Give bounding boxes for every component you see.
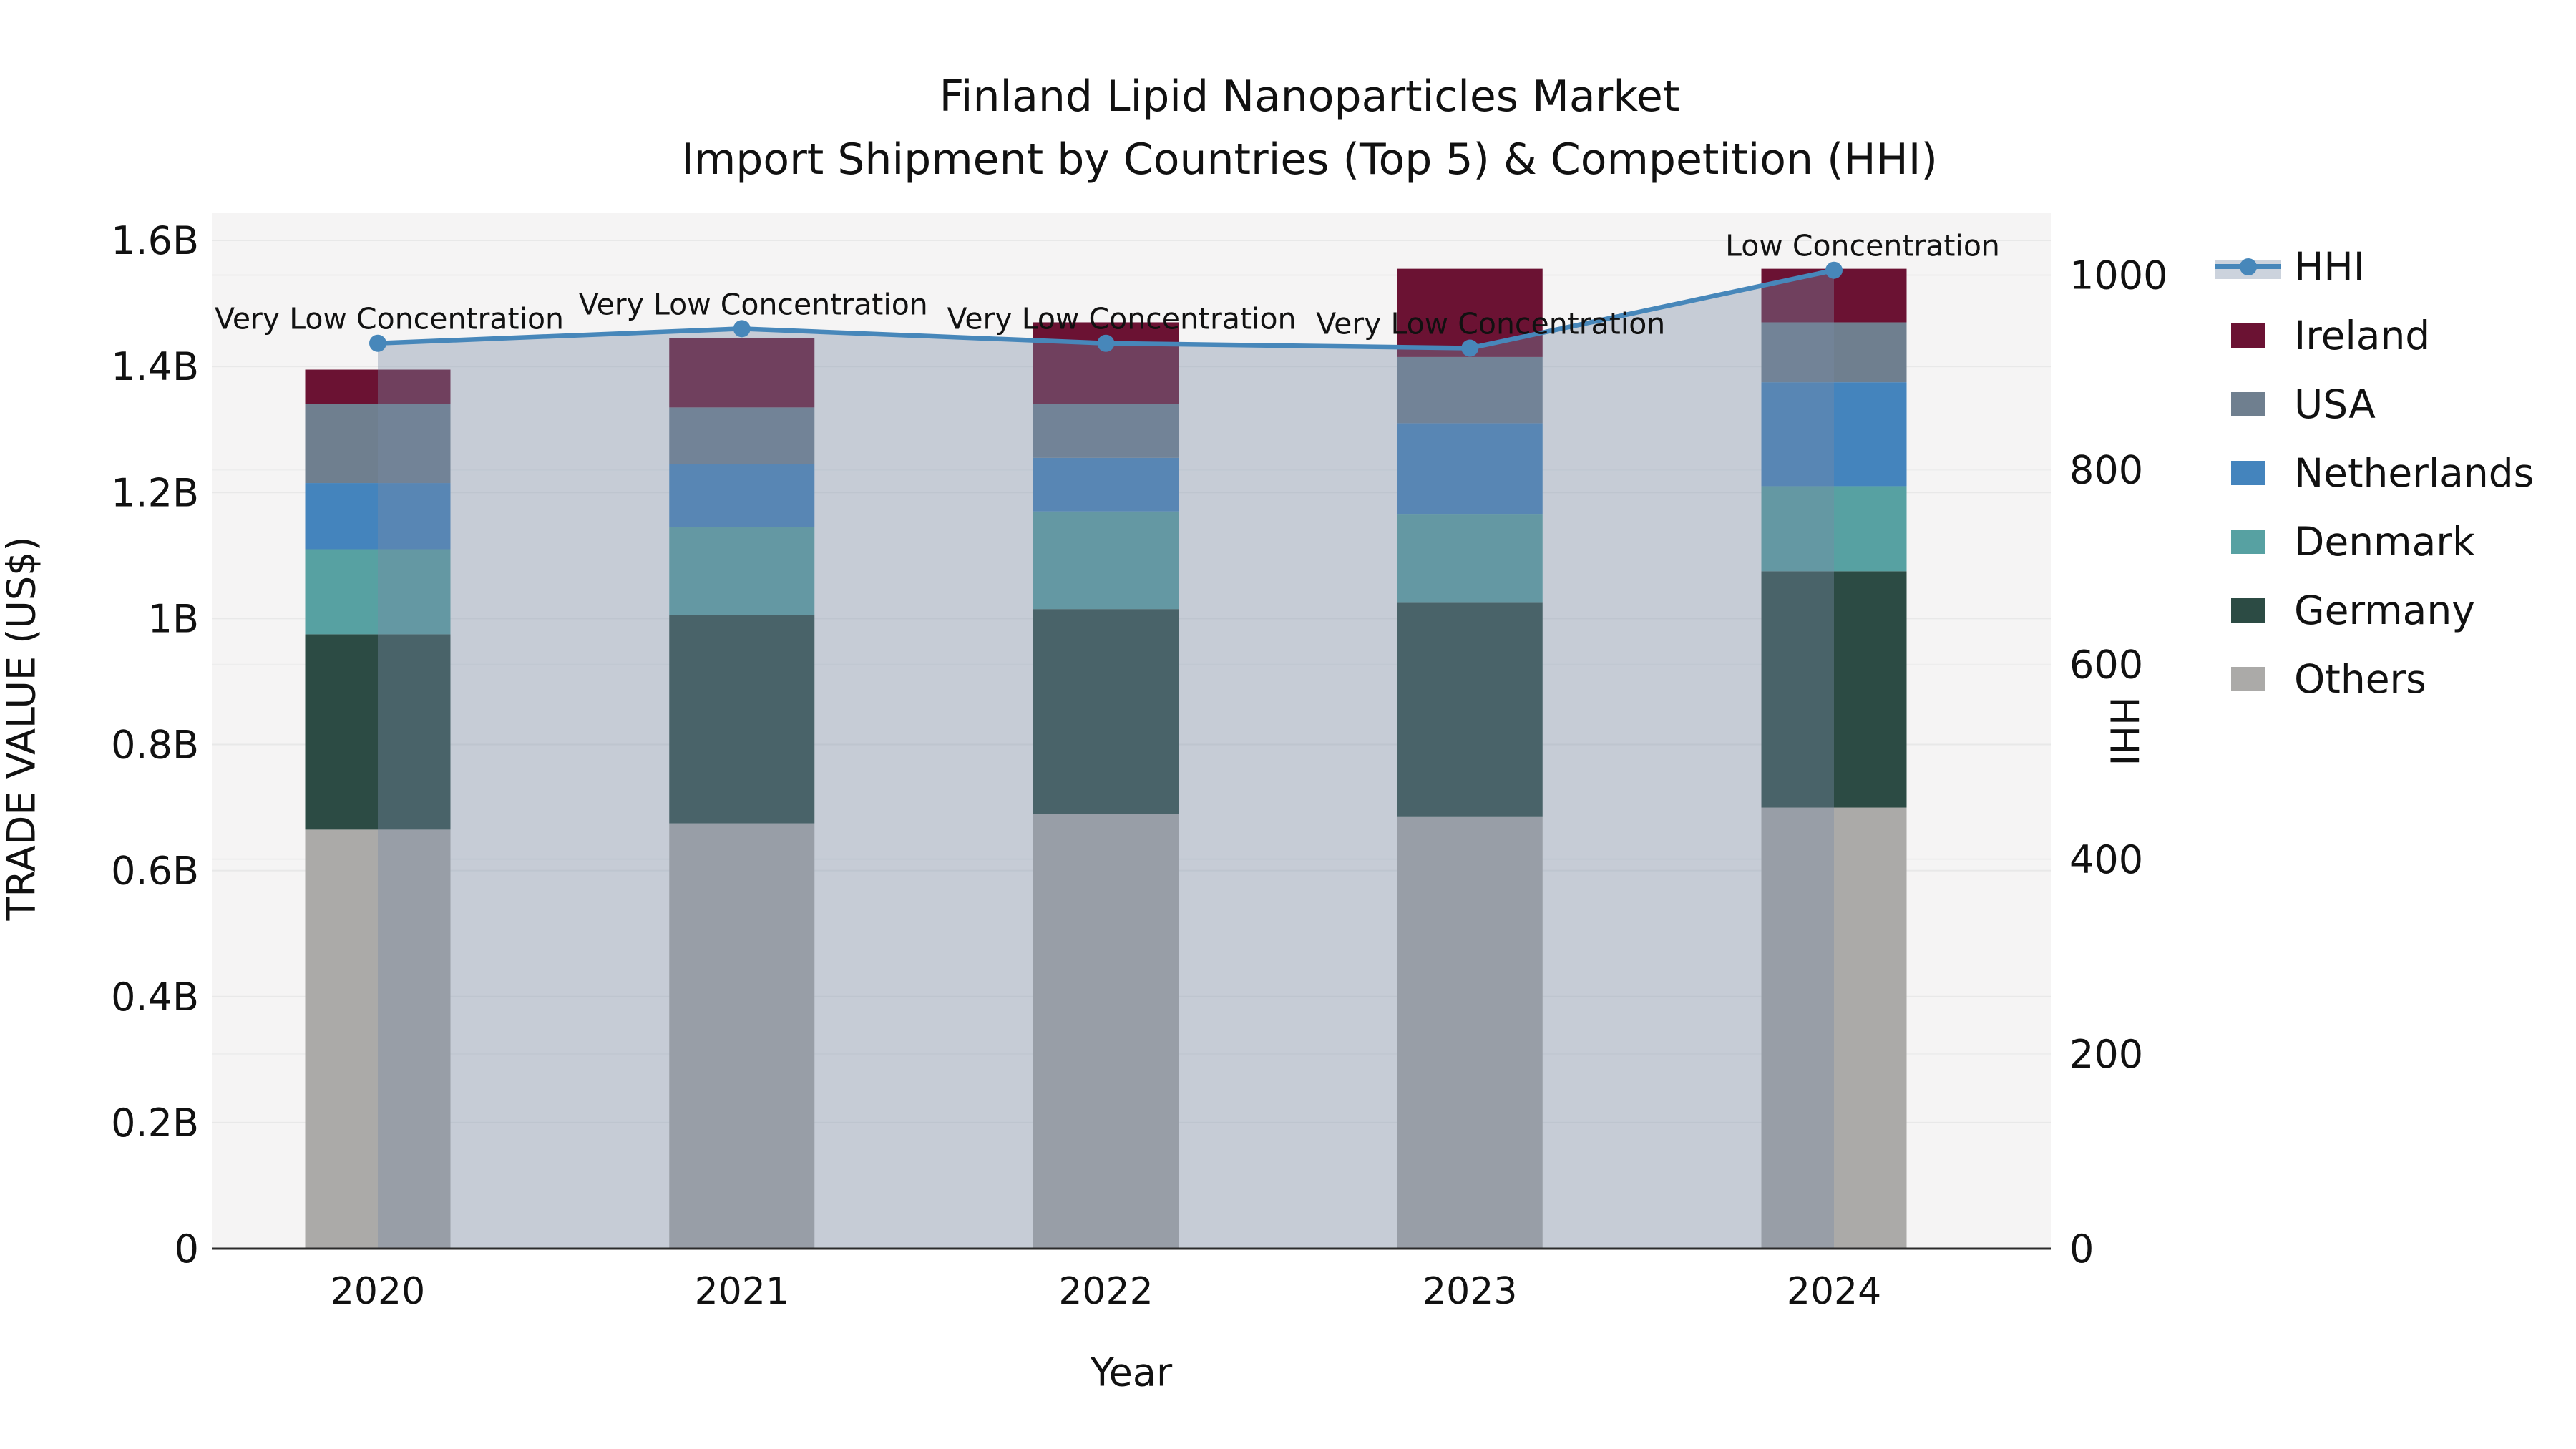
y-right-tick-0: 0 (2069, 1226, 2094, 1272)
legend-item-others: Others (2215, 645, 2534, 713)
x-tick-2023: 2023 (1423, 1270, 1517, 1313)
y-right-tick-400: 400 (2069, 837, 2143, 882)
color-swatch-icon (2215, 439, 2281, 507)
y-right-tick-600: 600 (2069, 643, 2143, 688)
y-left-tick-0.4B: 0.4B (111, 975, 199, 1020)
bar-segment-netherlands-2022 (1033, 457, 1179, 512)
annotation-2023: Very Low Concentration (1316, 307, 1665, 341)
legend-label: HHI (2294, 244, 2365, 290)
bar-segment-others-2020 (305, 829, 451, 1249)
bar-segment-usa-2020 (305, 404, 451, 484)
hhi-marker-2023 (1461, 339, 1479, 357)
legend: HHI Ireland USA Netherlands Denmark Germany Ot… (2215, 233, 2534, 713)
bar-segment-others-2022 (1033, 814, 1179, 1249)
y-left-tick-1.2B: 1.2B (111, 470, 199, 515)
y-right-tick-200: 200 (2069, 1032, 2143, 1077)
bar-2021 (669, 338, 815, 1249)
legend-label: Denmark (2294, 519, 2475, 565)
legend-item-netherlands: Netherlands (2215, 439, 2534, 507)
legend-item-germany: Germany (2215, 576, 2534, 645)
annotation-2020: Very Low Concentration (215, 302, 564, 336)
legend-item-ireland: Ireland (2215, 301, 2534, 370)
y-left-tick-1.4B: 1.4B (111, 344, 199, 389)
hhi-marker-2020 (369, 334, 386, 352)
y-left-tick-1.6B: 1.6B (111, 218, 199, 263)
y-left-tick-0.6B: 0.6B (111, 849, 199, 894)
x-tick-2022: 2022 (1058, 1270, 1153, 1313)
annotations: Very Low Concentration Very Low Concentra… (215, 229, 2000, 341)
y-right-tick-labels: 0 200 400 600 800 1000 (2069, 253, 2167, 1272)
y-right-tick-800: 800 (2069, 448, 2143, 493)
bar-segment-usa-2022 (1033, 404, 1179, 458)
y-left-tick-0.8B: 0.8B (111, 723, 199, 768)
bar-segment-ireland-2020 (305, 369, 451, 404)
hhi-marker-2022 (1097, 334, 1115, 352)
bar-segment-usa-2024 (1761, 322, 1907, 383)
bar-2022 (1033, 322, 1179, 1249)
legend-label: Germany (2294, 587, 2475, 633)
bar-segment-denmark-2024 (1761, 486, 1907, 572)
chart-title-line2: Import Shipment by Countries (Top 5) & C… (681, 135, 1938, 185)
bar-segment-denmark-2022 (1033, 511, 1179, 610)
annotation-2021: Very Low Concentration (579, 287, 928, 321)
color-swatch-icon (2215, 370, 2281, 439)
hhi-line-icon (2215, 233, 2281, 301)
bar-segment-netherlands-2024 (1761, 382, 1907, 487)
legend-label: Ireland (2294, 313, 2431, 358)
stacked-bars (305, 268, 1907, 1249)
legend-item-usa: USA (2215, 370, 2534, 439)
x-tick-2020: 2020 (331, 1270, 425, 1313)
bar-segment-others-2024 (1761, 807, 1907, 1249)
bar-2024 (1761, 268, 1907, 1249)
chart-title-line1: Finland Lipid Nanoparticles Market (939, 72, 1680, 122)
bar-segment-germany-2020 (305, 634, 451, 830)
bar-segment-netherlands-2021 (669, 464, 815, 527)
bar-segment-others-2023 (1397, 816, 1543, 1249)
hhi-marker-2021 (733, 320, 751, 338)
legend-label: Netherlands (2294, 450, 2534, 496)
color-swatch-icon (2215, 507, 2281, 576)
bar-segment-netherlands-2023 (1397, 423, 1543, 515)
legend-item-hhi: HHI (2215, 233, 2534, 301)
bar-segment-usa-2021 (669, 407, 815, 464)
hhi-area-fill (378, 270, 1834, 1249)
bar-segment-usa-2023 (1397, 356, 1543, 424)
bar-2020 (305, 369, 451, 1249)
bar-segment-netherlands-2020 (305, 483, 451, 550)
legend-item-denmark: Denmark (2215, 507, 2534, 576)
x-tick-labels: 2020 2021 2022 2023 2024 (331, 1270, 1881, 1313)
y-left-tick-1B: 1B (148, 596, 199, 641)
y-left-tick-labels: 0 0.2B 0.4B 0.6B 0.8B 1B 1.2B 1.4B 1.6B (111, 218, 199, 1272)
y-right-tick-1000: 1000 (2069, 253, 2167, 298)
bar-segment-germany-2024 (1761, 571, 1907, 808)
color-swatch-icon (2215, 576, 2281, 645)
bar-segment-denmark-2023 (1397, 514, 1543, 603)
y-left-tick-0.2B: 0.2B (111, 1101, 199, 1146)
bar-segment-denmark-2020 (305, 549, 451, 635)
color-swatch-icon (2215, 301, 2281, 370)
bar-segment-denmark-2021 (669, 527, 815, 615)
x-tick-2024: 2024 (1787, 1270, 1881, 1313)
bar-segment-ireland-2021 (669, 338, 815, 408)
hhi-marker-2024 (1825, 261, 1843, 279)
bar-segment-germany-2023 (1397, 602, 1543, 817)
y-left-tick-0: 0 (175, 1226, 199, 1272)
bar-segment-germany-2022 (1033, 609, 1179, 814)
bar-segment-germany-2021 (669, 615, 815, 824)
x-tick-2021: 2021 (695, 1270, 789, 1313)
color-swatch-icon (2215, 645, 2281, 713)
legend-label: Others (2294, 656, 2426, 702)
bar-2023 (1397, 268, 1543, 1249)
annotation-2022: Very Low Concentration (947, 302, 1296, 336)
legend-label: USA (2294, 381, 2376, 427)
bar-segment-others-2021 (669, 823, 815, 1249)
annotation-2024: Low Concentration (1725, 229, 2000, 263)
